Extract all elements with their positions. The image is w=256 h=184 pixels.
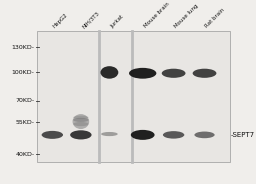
Text: Mouse lung: Mouse lung (174, 3, 199, 29)
Ellipse shape (193, 69, 216, 78)
Text: Mouse brain: Mouse brain (143, 2, 170, 29)
Ellipse shape (42, 131, 63, 139)
Ellipse shape (72, 114, 89, 129)
Text: 55KD-: 55KD- (15, 120, 35, 125)
Text: 130KD-: 130KD- (12, 45, 35, 50)
Text: 70KD-: 70KD- (15, 98, 35, 103)
Bar (37, 31, 229, 162)
Ellipse shape (73, 116, 89, 119)
Ellipse shape (101, 66, 118, 79)
Text: NIH/3T3: NIH/3T3 (81, 10, 100, 29)
Text: 40KD-: 40KD- (15, 152, 35, 157)
Ellipse shape (73, 118, 89, 122)
Ellipse shape (131, 130, 155, 140)
Ellipse shape (163, 131, 184, 139)
Text: 100KD-: 100KD- (12, 70, 35, 75)
Text: Jurkat: Jurkat (109, 14, 124, 29)
Text: Rat brain: Rat brain (205, 8, 226, 29)
Text: HepG2: HepG2 (52, 12, 69, 29)
Ellipse shape (101, 132, 118, 136)
Ellipse shape (129, 68, 156, 79)
Ellipse shape (162, 69, 186, 78)
Ellipse shape (70, 130, 92, 139)
Text: -SEPT7: -SEPT7 (231, 132, 255, 138)
Ellipse shape (73, 122, 89, 126)
Ellipse shape (194, 132, 215, 138)
